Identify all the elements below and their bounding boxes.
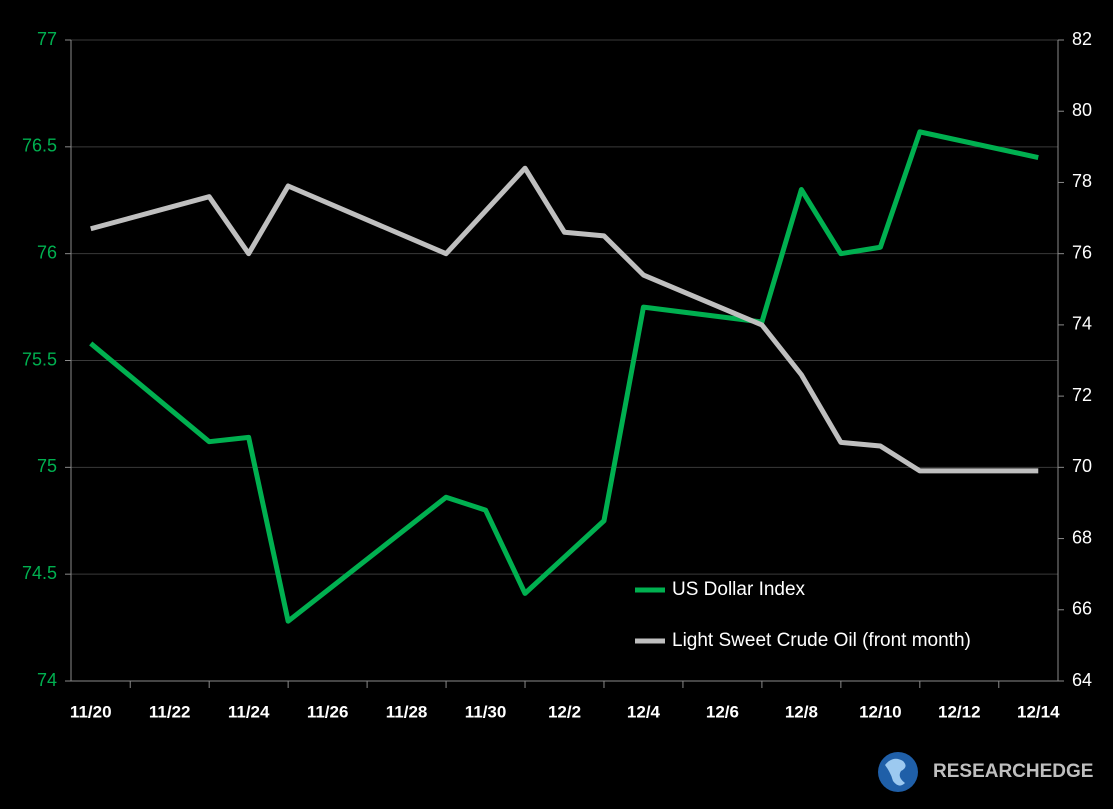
x-tick-label: 11/26 — [307, 702, 349, 721]
x-tick-label: 12/2 — [548, 702, 581, 721]
series-line — [89, 129, 1039, 624]
y2-tick-label: 78 — [1072, 171, 1092, 191]
y2-tick-label: 64 — [1072, 670, 1092, 690]
y2-tick-label: 80 — [1072, 100, 1092, 120]
y-tick-label: 76 — [37, 242, 57, 262]
y2-tick-label: 66 — [1072, 599, 1092, 619]
y2-tick-label: 68 — [1072, 527, 1092, 547]
x-tick-label: 12/4 — [627, 702, 661, 721]
y-tick-label: 76.5 — [22, 136, 57, 156]
y-tick-label: 75 — [37, 456, 57, 476]
legend-label: US Dollar Index — [672, 579, 806, 600]
y2-tick-label: 74 — [1072, 314, 1092, 334]
series-line — [90, 165, 1039, 474]
logo-land — [885, 758, 906, 786]
logo: RESEARCHEDGE — [878, 752, 1093, 792]
x-tick-label: 12/12 — [938, 702, 981, 721]
y2-tick-label: 70 — [1072, 456, 1092, 476]
y2-tick-label: 76 — [1072, 242, 1092, 262]
x-tick-label: 12/10 — [859, 702, 902, 721]
x-tick-label: 11/22 — [149, 702, 191, 721]
y2-tick-label: 82 — [1072, 29, 1092, 49]
x-tick-label: 11/20 — [70, 702, 112, 721]
legend-label: Light Sweet Crude Oil (front month) — [672, 630, 971, 651]
x-tick-label: 11/28 — [386, 702, 428, 721]
y-tick-label: 75.5 — [22, 349, 57, 369]
y2-tick-label: 72 — [1072, 385, 1092, 405]
logo-text: RESEARCHEDGE — [933, 761, 1093, 782]
y-tick-label: 74 — [37, 670, 57, 690]
x-tick-label: 12/6 — [706, 702, 739, 721]
x-tick-label: 11/24 — [228, 702, 270, 721]
y-tick-label: 77 — [37, 29, 57, 49]
x-tick-label: 12/14 — [1017, 702, 1060, 721]
y-tick-label: 74.5 — [22, 563, 57, 583]
x-tick-label: 11/30 — [465, 702, 507, 721]
x-tick-label: 12/8 — [785, 702, 818, 721]
